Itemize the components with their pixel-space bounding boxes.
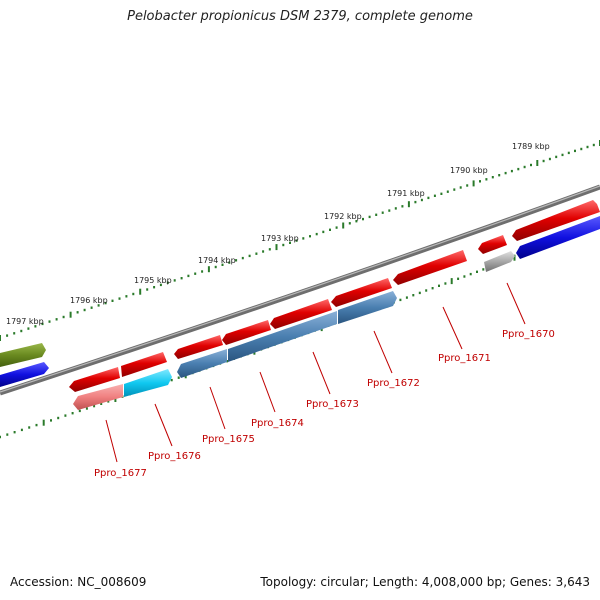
gene-red-right-forward[interactable] xyxy=(512,200,600,241)
gene-ppro-1675-reverse[interactable] xyxy=(177,349,227,378)
gene-label-ppro-1677[interactable]: Ppro_1677 xyxy=(94,468,147,479)
scale-label-1793: 1793 kbp xyxy=(261,234,299,243)
leader-ppro-1675 xyxy=(209,386,226,430)
gene-ppro-1673-reverse[interactable] xyxy=(338,291,397,324)
gene-label-ppro-1675[interactable]: Ppro_1675 xyxy=(202,434,255,445)
gene-label-ppro-1672[interactable]: Ppro_1672 xyxy=(367,378,420,389)
outer-scale-line xyxy=(0,140,600,341)
gene-label-ppro-1676[interactable]: Ppro_1676 xyxy=(148,451,201,462)
gene-label-ppro-1671[interactable]: Ppro_1671 xyxy=(438,353,491,364)
scale-label-1795: 1795 kbp xyxy=(134,276,172,285)
gene-label-ppro-1673[interactable]: Ppro_1673 xyxy=(306,399,359,410)
leader-ppro-1674 xyxy=(259,371,276,413)
map-title: Pelobacter propionicus DSM 2379, complet… xyxy=(127,9,473,24)
leader-ppro-1673 xyxy=(312,351,331,395)
leader-ppro-1671 xyxy=(442,306,463,350)
gene-ppro-1672-forward[interactable] xyxy=(331,278,392,307)
gene-ppro-1674-reverse[interactable] xyxy=(228,311,337,362)
accession-text: Accession: NC_008609 xyxy=(10,575,147,589)
gene-ppro-1675-forward[interactable] xyxy=(174,335,223,359)
leader-lines xyxy=(105,282,526,463)
leader-ppro-1672 xyxy=(373,330,393,374)
gene-label-ppro-1674[interactable]: Ppro_1674 xyxy=(251,418,304,429)
scale-label-1790: 1790 kbp xyxy=(450,166,488,175)
leader-ppro-1677 xyxy=(105,419,118,463)
scale-label-1797: 1797 kbp xyxy=(6,317,44,326)
scale-label-1794: 1794 kbp xyxy=(198,256,236,265)
gene-ppro-1676-forward[interactable] xyxy=(121,352,167,377)
leader-ppro-1670 xyxy=(506,282,526,325)
gene-ppro-1674-forward[interactable] xyxy=(222,320,271,345)
gene-blue-reverse[interactable] xyxy=(516,216,600,259)
scale-label-1789: 1789 kbp xyxy=(512,142,550,151)
gene-gray-reverse[interactable] xyxy=(484,251,515,272)
leader-ppro-1676 xyxy=(154,403,173,447)
gene-blue-outer[interactable] xyxy=(0,362,49,387)
gene-label-ppro-1670[interactable]: Ppro_1670 xyxy=(502,329,555,340)
gene-ppro-1671-forward[interactable] xyxy=(393,250,467,285)
scale-label-1796: 1796 kbp xyxy=(70,296,108,305)
inner-track xyxy=(69,200,600,410)
gene-labels: Ppro_1677 Ppro_1676 Ppro_1675 Ppro_1674 … xyxy=(94,329,555,479)
gene-ppro-1676-reverse[interactable] xyxy=(124,369,172,397)
genome-summary-text: Topology: circular; Length: 4,008,000 bp… xyxy=(260,575,590,589)
scale-labels: 1797 kbp 1796 kbp 1795 kbp 1794 kbp 1793… xyxy=(6,142,550,326)
gene-ppro-1677-forward[interactable] xyxy=(69,367,120,392)
gene-ppro-1670-forward[interactable] xyxy=(478,235,507,254)
genome-backbone-highlight xyxy=(0,185,600,393)
gene-olive-outer[interactable] xyxy=(0,343,46,367)
scale-label-1792: 1792 kbp xyxy=(324,212,362,221)
gene-ppro-1677-reverse[interactable] xyxy=(73,384,123,410)
scale-label-1791: 1791 kbp xyxy=(387,189,425,198)
genome-backbone xyxy=(0,184,600,396)
gene-ppro-1673-forward[interactable] xyxy=(270,299,332,329)
outer-track xyxy=(0,343,49,387)
